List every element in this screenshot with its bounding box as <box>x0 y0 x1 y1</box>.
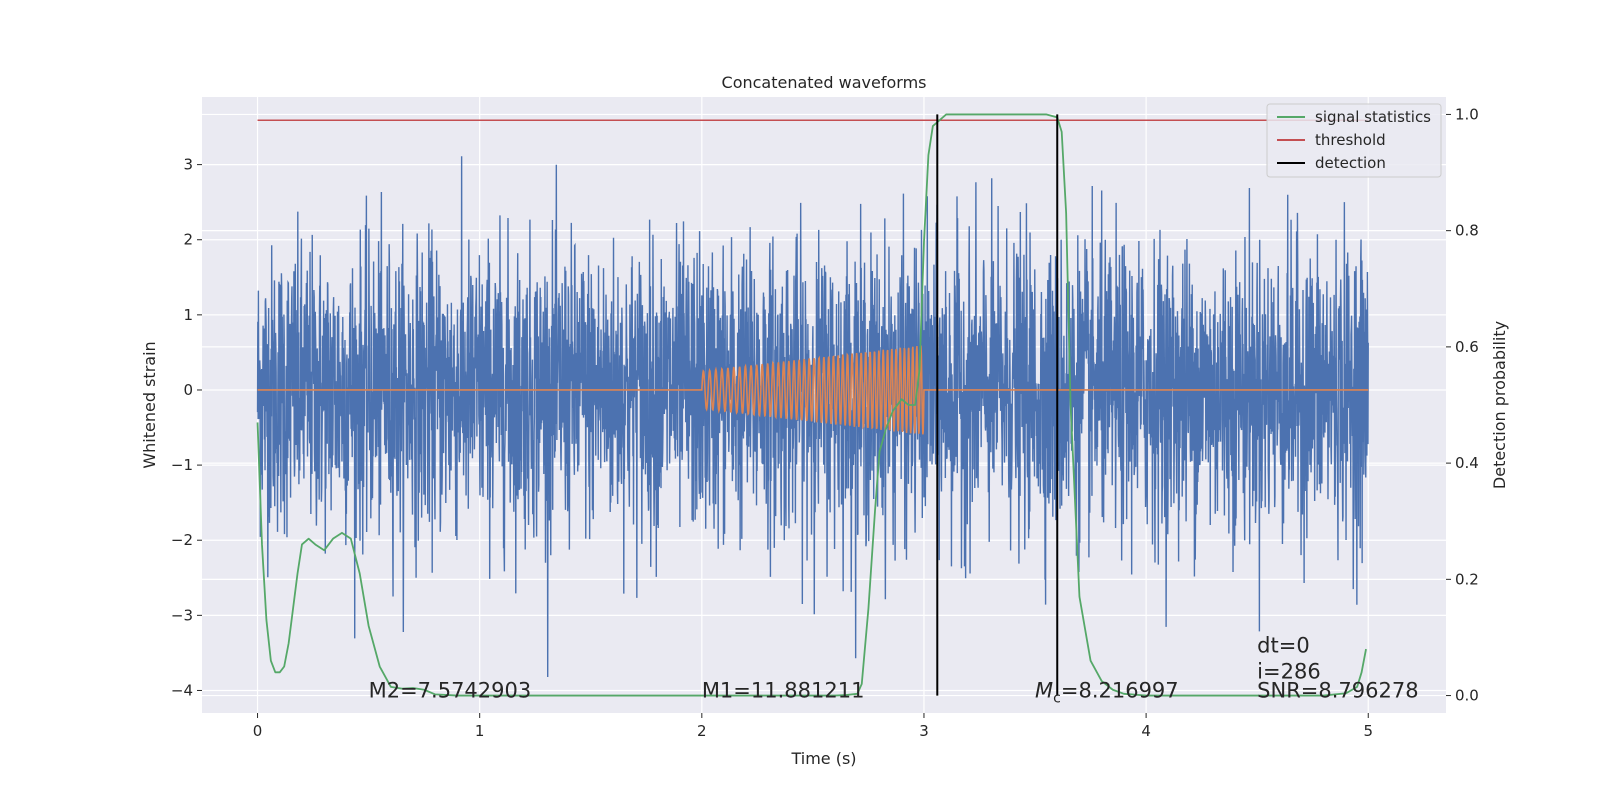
annotation-i: i=286 <box>1257 660 1321 684</box>
x-tick-label: 4 <box>1141 722 1151 740</box>
x-tick-label: 3 <box>919 722 929 740</box>
annotation-mc: Mc=8.216997 <box>1035 678 1179 706</box>
y-right-tick-label: 0.8 <box>1455 222 1479 240</box>
series-layer <box>256 156 1369 677</box>
annotation-m2: M2=7.5742903 <box>369 678 532 702</box>
y-right-tick-label: 0.4 <box>1455 454 1479 472</box>
y-left-tick-label: 2 <box>183 231 193 249</box>
x-tick-label: 1 <box>475 722 485 740</box>
x-tick-label: 0 <box>253 722 263 740</box>
y-left-tick-label: 1 <box>183 306 193 324</box>
template-series-line <box>257 345 1369 435</box>
legend-label-signal-statistics: signal statistics <box>1315 108 1431 126</box>
x-tick-label: 2 <box>697 722 707 740</box>
y-left-tick-label: −2 <box>171 531 193 549</box>
annotation-dt: dt=0 <box>1257 633 1310 657</box>
chart-title: Concatenated waveforms <box>722 73 927 92</box>
signal-statistics-line <box>256 113 1367 697</box>
y-left-tick-label: −4 <box>171 681 193 699</box>
y-left-tick-label: −3 <box>171 606 193 624</box>
noise-series-line <box>256 156 1369 677</box>
legend: signal statistics threshold detection <box>1266 103 1442 178</box>
legend-frame <box>1266 103 1442 178</box>
y-left-tick-label: 3 <box>183 156 193 174</box>
annotation-m1: M1=11.881211 <box>702 678 865 702</box>
y-right-tick-label: 0.2 <box>1455 570 1479 588</box>
x-axis-label: Time (s) <box>790 749 856 768</box>
y-axis-label-left: Whitened strain <box>140 341 159 468</box>
annotations: M2=7.5742903 M1=11.881211 Mc=8.216997 dt=0 i… <box>369 633 1419 706</box>
x-tick-label: 5 <box>1363 722 1373 740</box>
y-left-tick-label: 0 <box>183 381 193 399</box>
overlay-layer <box>256 113 1369 697</box>
y-right-tick-label: 1.0 <box>1455 105 1479 123</box>
legend-label-detection: detection <box>1315 154 1386 172</box>
y-axis-label-right: Detection probability <box>1490 321 1509 489</box>
y-right-tick-label: 0.0 <box>1455 687 1479 705</box>
ticks: 0 1 2 3 4 5 −4 −3 −2 −1 0 1 2 3 0.0 0.2 0.4 0.6 0.8 1.0 <box>171 105 1479 740</box>
y-right-tick-label: 0.6 <box>1455 338 1479 356</box>
y-left-tick-label: −1 <box>171 456 193 474</box>
annotation-snr: SNR=8.796278 <box>1257 678 1418 702</box>
legend-label-threshold: threshold <box>1315 131 1386 149</box>
